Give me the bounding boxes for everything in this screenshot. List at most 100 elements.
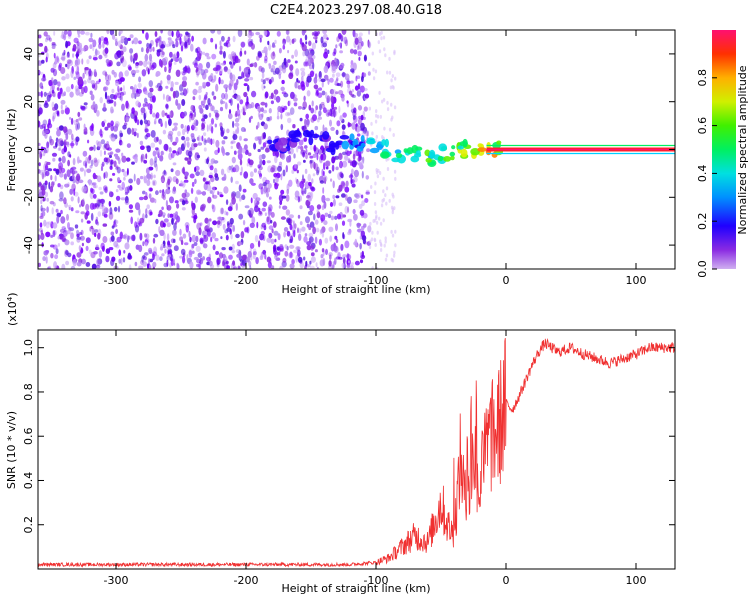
noise-dot	[63, 197, 67, 205]
noise-dot	[252, 251, 257, 256]
noise-dot	[191, 244, 195, 249]
noise-dot	[310, 256, 316, 263]
noise-dot	[370, 185, 373, 189]
noise-dot	[204, 52, 210, 57]
x-tick-label: -100	[364, 274, 389, 287]
noise-dot	[137, 82, 142, 89]
noise-dot	[247, 103, 253, 109]
noise-dot	[248, 117, 252, 123]
noise-dot	[332, 180, 335, 189]
noise-dot	[223, 136, 228, 140]
noise-dot	[230, 165, 234, 173]
noise-dot	[217, 190, 220, 196]
noise-dot	[335, 44, 338, 49]
noise-dot	[293, 153, 296, 159]
noise-dot	[124, 200, 130, 206]
noise-dot	[382, 218, 385, 223]
noise-dot	[193, 119, 199, 126]
noise-dot	[272, 165, 278, 173]
noise-dot	[121, 234, 127, 239]
noise-dot	[375, 109, 378, 114]
noise-dot	[56, 110, 60, 116]
noise-dot	[107, 74, 112, 81]
noise-dot	[206, 61, 211, 69]
noise-dot	[359, 235, 363, 240]
noise-dot	[124, 242, 130, 250]
noise-dot	[309, 159, 314, 163]
noise-dot	[56, 138, 62, 146]
noise-dot	[293, 249, 298, 254]
signal-blob	[310, 133, 320, 139]
noise-dot	[289, 251, 293, 258]
noise-dot	[332, 198, 336, 207]
noise-dot	[165, 103, 169, 109]
noise-dot	[268, 232, 273, 239]
noise-dot	[94, 202, 98, 208]
noise-dot	[239, 196, 242, 202]
noise-dot	[136, 132, 139, 138]
noise-dot	[266, 216, 270, 223]
noise-dot	[146, 61, 151, 65]
noise-dot	[228, 99, 232, 104]
snr-y-label: SNR (10 * v/v)	[5, 411, 18, 489]
noise-dot	[95, 219, 98, 225]
noise-dot	[203, 138, 207, 146]
noise-dot	[325, 248, 328, 255]
noise-dot	[198, 85, 203, 90]
noise-dot	[339, 65, 344, 70]
noise-dot	[273, 60, 277, 65]
noise-dot	[125, 100, 129, 109]
noise-dot	[201, 191, 207, 196]
noise-dot	[169, 110, 174, 118]
noise-dot	[167, 178, 171, 186]
noise-dot	[145, 47, 150, 54]
noise-dot	[212, 138, 215, 144]
noise-dot	[310, 117, 315, 123]
noise-dot	[293, 229, 296, 238]
noise-dot	[282, 66, 287, 74]
noise-dot	[109, 207, 113, 215]
noise-dot	[249, 178, 254, 185]
noise-dot	[146, 173, 152, 179]
noise-dot	[51, 207, 54, 215]
noise-dot	[55, 141, 58, 148]
noise-dot	[145, 153, 148, 160]
noise-dot	[322, 257, 326, 266]
noise-dot	[143, 176, 147, 184]
noise-dot	[169, 51, 173, 58]
noise-dot	[41, 59, 45, 64]
noise-dot	[382, 197, 386, 202]
noise-dot	[191, 202, 195, 208]
noise-dot	[226, 221, 230, 226]
noise-dot	[90, 225, 94, 230]
noise-dot	[206, 56, 211, 60]
noise-dot	[374, 210, 378, 215]
noise-dot	[220, 79, 224, 85]
noise-dot	[135, 64, 139, 69]
noise-dot	[154, 156, 158, 163]
noise-dot	[168, 96, 172, 102]
noise-dot	[203, 234, 207, 239]
noise-dot	[321, 90, 326, 96]
noise-dot	[300, 145, 304, 152]
noise-dot	[332, 194, 336, 200]
noise-dot	[312, 226, 316, 235]
noise-dot	[201, 118, 206, 122]
noise-dot	[280, 173, 283, 181]
noise-dot	[339, 50, 343, 54]
noise-dot	[249, 63, 254, 68]
noise-dot	[261, 71, 265, 79]
noise-dot	[304, 233, 308, 237]
noise-dot	[367, 39, 370, 48]
noise-dot	[168, 39, 173, 45]
noise-dot	[139, 175, 144, 180]
noise-dot	[242, 111, 246, 116]
signal-blob	[366, 139, 376, 145]
noise-dot	[291, 169, 295, 174]
signal-blob	[341, 140, 350, 150]
noise-dot	[385, 253, 389, 258]
noise-dot	[280, 216, 286, 220]
noise-dot	[67, 159, 70, 167]
noise-dot	[352, 115, 356, 120]
